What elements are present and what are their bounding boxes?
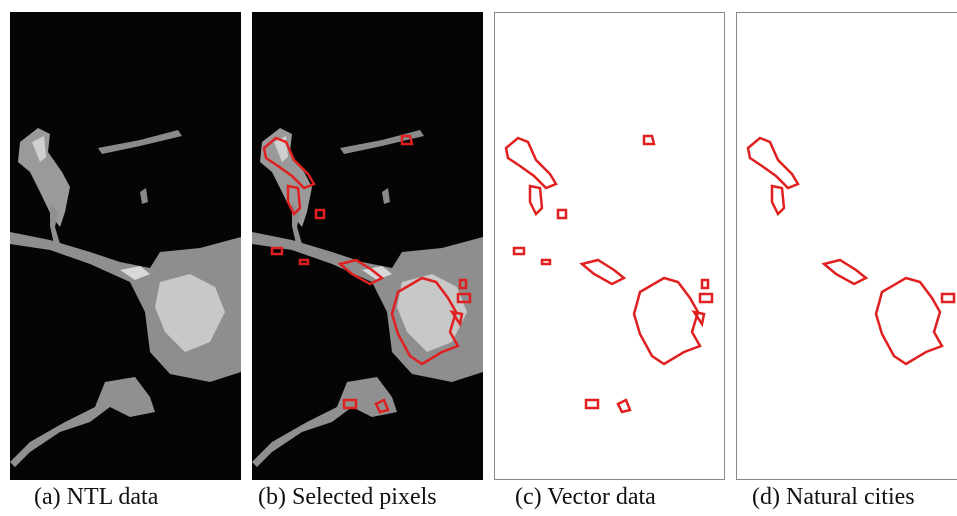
panels bbox=[10, 12, 957, 480]
selected-panel bbox=[252, 12, 483, 480]
caption: (a) NTL data bbox=[34, 484, 159, 510]
ntl-panel bbox=[10, 12, 241, 480]
cities-panel bbox=[736, 12, 957, 480]
caption: (c) Vector data bbox=[515, 484, 656, 510]
vector-panel bbox=[494, 12, 725, 480]
caption: (b) Selected pixels bbox=[258, 484, 437, 510]
caption: (d) Natural cities bbox=[752, 484, 915, 510]
